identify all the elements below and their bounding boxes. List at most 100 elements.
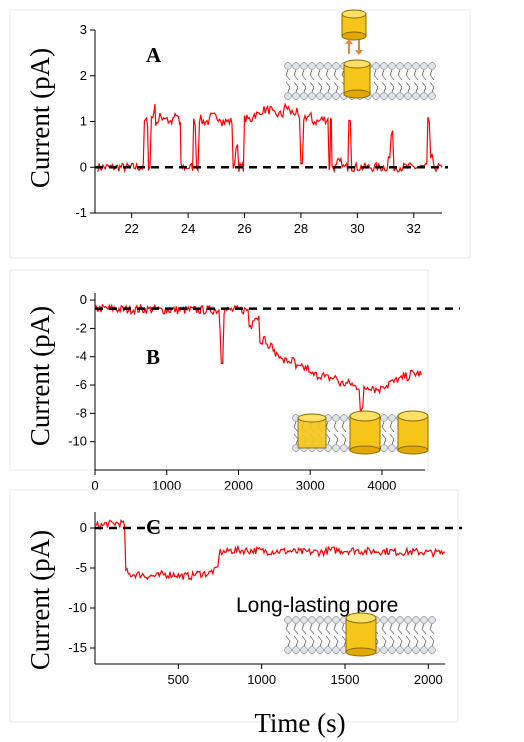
lipid-tail-icon <box>389 433 395 445</box>
panel-c: Current (pA) C 0-5-10-15500100015002000 … <box>9 489 462 723</box>
lipid-tail-icon <box>333 421 339 433</box>
x-tick-label: 22 <box>124 221 138 236</box>
y-tick-label: 0 <box>80 520 87 535</box>
y-tick-label: -2 <box>75 320 87 335</box>
current-trace <box>97 102 443 174</box>
lipid-head-icon <box>316 62 324 70</box>
lipid-head-icon <box>284 62 292 70</box>
lipid-head-icon <box>396 92 404 100</box>
lipid-tail-icon <box>333 433 339 445</box>
lipid-head-icon <box>404 62 412 70</box>
lipid-tail-icon <box>317 635 323 647</box>
lipid-tail-icon <box>397 635 403 647</box>
lipid-tail-icon <box>413 69 419 81</box>
lipid-head-icon <box>396 616 404 624</box>
lipid-head-icon <box>412 62 420 70</box>
lipid-head-icon <box>292 62 300 70</box>
lipid-tail-icon <box>293 421 299 433</box>
long-lasting-pore-annotation: Long-lasting pore <box>236 594 398 617</box>
lipid-head-icon <box>428 616 436 624</box>
y-tick-label: -4 <box>75 349 87 364</box>
lipid-head-icon <box>388 92 396 100</box>
lipid-tail-icon <box>381 69 387 81</box>
pore-growth-icon <box>292 410 429 455</box>
lipid-tail-icon <box>429 623 435 635</box>
x-tick-label: 24 <box>181 221 195 236</box>
lipid-tail-icon <box>413 81 419 93</box>
lipid-tail-icon <box>421 81 427 93</box>
lipid-head-icon <box>420 62 428 70</box>
panel-a-label: A <box>146 43 162 67</box>
pore-partial-icon <box>297 413 327 449</box>
lipid-head-icon <box>332 646 340 654</box>
panel-b-ylabel: Current (pA) <box>25 306 55 446</box>
lipid-head-icon <box>396 62 404 70</box>
x-tick-label: 500 <box>167 672 189 687</box>
lipid-head-icon <box>316 646 324 654</box>
lipid-tail-icon <box>381 81 387 93</box>
x-tick-label: 1000 <box>152 478 181 493</box>
lipid-head-icon <box>380 92 388 100</box>
lipid-head-icon <box>412 646 420 654</box>
lipid-tail-icon <box>421 635 427 647</box>
lipid-head-icon <box>396 646 404 654</box>
lipid-tail-icon <box>405 81 411 93</box>
pore-middle-icon <box>349 410 381 455</box>
y-tick-label: -15 <box>68 640 87 655</box>
lipid-head-icon <box>308 92 316 100</box>
lipid-tail-icon <box>317 69 323 81</box>
lipid-tail-icon <box>421 69 427 81</box>
x-tick-label: 3000 <box>296 478 325 493</box>
lipid-head-icon <box>316 92 324 100</box>
lipid-tail-icon <box>309 81 315 93</box>
current-trace <box>94 303 422 413</box>
lipid-head-icon <box>420 616 428 624</box>
lipid-head-icon <box>316 616 324 624</box>
lipid-tail-icon <box>429 69 435 81</box>
x-tick-label: 1500 <box>331 672 360 687</box>
lipid-head-icon <box>308 616 316 624</box>
lipid-head-icon <box>372 92 380 100</box>
lipid-head-icon <box>412 616 420 624</box>
lipid-tail-icon <box>333 81 339 93</box>
lipid-head-icon <box>404 92 412 100</box>
y-tick-label: -10 <box>68 600 87 615</box>
lipid-tail-icon <box>317 623 323 635</box>
lipid-tail-icon <box>397 623 403 635</box>
lipid-head-icon <box>332 616 340 624</box>
lipid-tail-icon <box>293 69 299 81</box>
panel-b-label: B <box>146 345 160 369</box>
lipid-head-icon <box>284 616 292 624</box>
lipid-head-icon <box>324 646 332 654</box>
lipid-tail-icon <box>309 635 315 647</box>
lipid-tail-icon <box>325 81 331 93</box>
lipid-tail-icon <box>405 69 411 81</box>
lipid-head-icon <box>428 646 436 654</box>
panel-a-ylabel: Current (pA) <box>25 48 55 188</box>
lipid-head-icon <box>332 414 340 422</box>
lipid-tail-icon <box>333 623 339 635</box>
lipid-head-icon <box>284 646 292 654</box>
lipid-head-icon <box>420 92 428 100</box>
lipid-tail-icon <box>381 623 387 635</box>
lipid-tail-icon <box>389 421 395 433</box>
lipid-head-icon <box>380 62 388 70</box>
lipid-head-icon <box>388 414 396 422</box>
pore-center-icon <box>345 612 377 657</box>
lipid-head-icon <box>300 616 308 624</box>
pore-right-icon <box>397 410 429 455</box>
panel-c-ylabel: Current (pA) <box>25 530 55 670</box>
lipid-head-icon <box>404 646 412 654</box>
lipid-head-icon <box>380 444 388 452</box>
lipid-head-icon <box>404 616 412 624</box>
lipid-head-icon <box>300 92 308 100</box>
current-trace <box>94 518 446 581</box>
lipid-tail-icon <box>389 69 395 81</box>
panel-c-frame <box>9 489 459 723</box>
lipid-tail-icon <box>301 69 307 81</box>
lipid-tail-icon <box>381 635 387 647</box>
lipid-head-icon <box>380 616 388 624</box>
lipid-head-icon <box>428 62 436 70</box>
lipid-head-icon <box>340 414 348 422</box>
